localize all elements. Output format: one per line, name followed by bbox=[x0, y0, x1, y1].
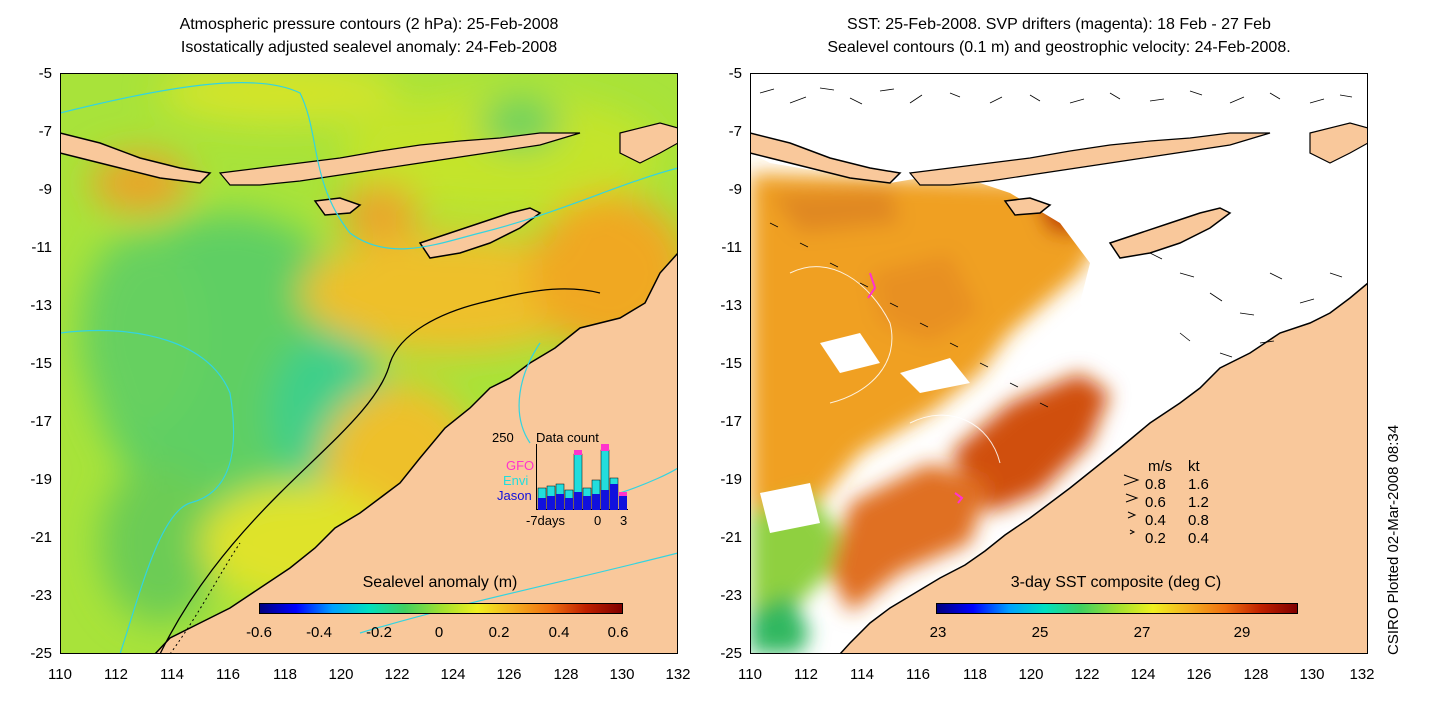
velocity-key-header-ms: m/s bbox=[1148, 458, 1173, 475]
left-y-tick: -11 bbox=[31, 239, 52, 256]
left-title-line1: Atmospheric pressure contours (2 hPa): 2… bbox=[179, 16, 559, 33]
right-colorbar-label: 23 bbox=[929, 624, 947, 641]
data-count-xlabel-end: 3 bbox=[620, 513, 628, 528]
left-x-tick: 110 bbox=[48, 666, 72, 683]
left-colorbar-label: -0.4 bbox=[306, 624, 332, 641]
data-count-xlabel-zero: 0 bbox=[594, 513, 602, 528]
right-y-tick: -11 bbox=[721, 239, 742, 256]
legend-envi: Envi bbox=[503, 473, 529, 488]
right-colorbar-title: 3-day SST composite (deg C) bbox=[1010, 574, 1222, 591]
data-count-xlabel-start: -7days bbox=[526, 513, 566, 528]
right-x-tick: 128 bbox=[1243, 666, 1269, 683]
right-y-tick: -19 bbox=[720, 471, 742, 488]
velocity-key-kt-3: 0.4 bbox=[1188, 530, 1209, 547]
left-x-tick: 132 bbox=[665, 666, 691, 683]
left-x-tick: 120 bbox=[328, 666, 354, 683]
left-colorbar-label: -0.2 bbox=[366, 624, 392, 641]
right-y-tick: -23 bbox=[720, 587, 742, 604]
right-x-tick: 130 bbox=[1299, 666, 1325, 683]
right-title-line1: SST: 25-Feb-2008. SVP drifters (magenta)… bbox=[847, 16, 1271, 33]
left-y-tick: -7 bbox=[38, 123, 52, 140]
left-x-tick: 116 bbox=[216, 666, 240, 683]
left-y-tick: -23 bbox=[30, 587, 52, 604]
left-x-tick: 128 bbox=[553, 666, 579, 683]
velocity-key-kt-0: 1.6 bbox=[1188, 476, 1209, 493]
plot-credit: CSIRO Plotted 02-Mar-2008 08:34 bbox=[1385, 424, 1402, 655]
left-colorbar-title: Sealevel anomaly (m) bbox=[362, 574, 518, 591]
sumba-island-right bbox=[1003, 197, 1052, 216]
right-colorbar-label: 25 bbox=[1031, 624, 1049, 641]
left-x-tick: 122 bbox=[384, 666, 410, 683]
right-colorbar-label: 27 bbox=[1133, 624, 1151, 641]
left-x-tick: 124 bbox=[440, 666, 466, 683]
left-y-tick: -19 bbox=[30, 471, 52, 488]
left-colorbar bbox=[259, 603, 623, 614]
right-y-tick: -17 bbox=[720, 413, 742, 430]
right-x-tick: 118 bbox=[963, 666, 987, 683]
velocity-key-kt-2: 0.8 bbox=[1188, 512, 1209, 529]
right-y-tick: -5 bbox=[728, 65, 742, 82]
right-x-tick: 124 bbox=[1130, 666, 1156, 683]
right-y-tick: -7 bbox=[728, 123, 742, 140]
right-x-tick: 122 bbox=[1074, 666, 1100, 683]
velocity-key-kt-1: 1.2 bbox=[1188, 494, 1209, 511]
data-count-bars bbox=[536, 444, 628, 510]
left-y-tick: -21 bbox=[30, 529, 52, 546]
australia-land-right bbox=[838, 282, 1368, 654]
right-y-tick: -21 bbox=[720, 529, 742, 546]
left-title-line2: Isostatically adjusted sealevel anomaly:… bbox=[180, 39, 558, 56]
right-x-tick: 120 bbox=[1018, 666, 1044, 683]
left-y-tick: -5 bbox=[38, 65, 52, 82]
right-sst-map bbox=[750, 73, 1368, 654]
timor-island-right bbox=[1108, 207, 1232, 259]
southern-islands-right bbox=[1309, 122, 1368, 164]
data-count-title: Data count bbox=[536, 430, 599, 445]
legend-jason: Jason bbox=[497, 488, 532, 503]
nusa-tenggara-right bbox=[908, 132, 1271, 186]
right-x-tick: 114 bbox=[850, 666, 874, 683]
left-colorbar-label: -0.6 bbox=[246, 624, 272, 641]
left-y-tick: -25 bbox=[30, 645, 52, 662]
right-y-tick: -9 bbox=[728, 181, 742, 198]
data-count-max: 250 bbox=[492, 430, 514, 445]
velocity-key-header-kt: kt bbox=[1188, 458, 1200, 475]
left-y-tick: -17 bbox=[30, 413, 52, 430]
right-y-tick: -25 bbox=[720, 645, 742, 662]
right-colorbar-label: 29 bbox=[1233, 624, 1251, 641]
left-colorbar-label: 0.4 bbox=[548, 624, 570, 641]
left-colorbar-label: 0.6 bbox=[607, 624, 629, 641]
left-y-tick: -9 bbox=[38, 181, 52, 198]
java-island bbox=[60, 132, 212, 184]
right-x-tick: 126 bbox=[1186, 666, 1212, 683]
velocity-key-ms-2: 0.4 bbox=[1145, 512, 1166, 529]
velocity-key-ms-0: 0.8 bbox=[1145, 476, 1166, 493]
right-title-line2: Sealevel contours (0.1 m) and geostrophi… bbox=[827, 39, 1291, 56]
left-x-tick: 112 bbox=[104, 666, 128, 683]
australia-land bbox=[153, 251, 678, 654]
left-x-tick: 126 bbox=[496, 666, 522, 683]
right-colorbar bbox=[936, 603, 1298, 614]
left-x-tick: 114 bbox=[160, 666, 184, 683]
nusa-tenggara-islands bbox=[218, 132, 581, 186]
legend-gfo: GFO bbox=[506, 458, 535, 473]
right-x-tick: 110 bbox=[738, 666, 762, 683]
right-x-tick: 116 bbox=[906, 666, 930, 683]
left-x-tick: 130 bbox=[609, 666, 635, 683]
velocity-key-arrows bbox=[1123, 474, 1140, 535]
right-x-tick: 132 bbox=[1349, 666, 1375, 683]
left-sealevel-map bbox=[60, 73, 678, 654]
right-y-tick: -15 bbox=[720, 355, 742, 372]
velocity-key-ms-3: 0.2 bbox=[1145, 530, 1166, 547]
left-x-tick: 118 bbox=[273, 666, 297, 683]
right-x-tick: 112 bbox=[794, 666, 818, 683]
southern-islands-bar bbox=[619, 122, 678, 164]
java-island-right bbox=[750, 132, 902, 184]
right-y-tick: -13 bbox=[720, 297, 742, 314]
sumba-island bbox=[313, 197, 362, 216]
left-y-tick: -15 bbox=[30, 355, 52, 372]
left-y-tick: -13 bbox=[30, 297, 52, 314]
left-colorbar-label: 0.2 bbox=[488, 624, 510, 641]
left-colorbar-label: 0 bbox=[434, 624, 444, 641]
velocity-key-ms-1: 0.6 bbox=[1145, 494, 1166, 511]
